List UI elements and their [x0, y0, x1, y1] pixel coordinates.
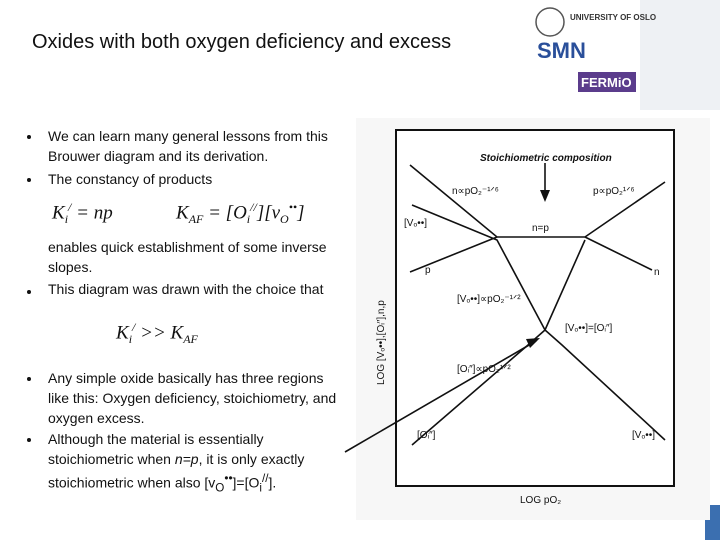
bullet [27, 377, 31, 381]
equation: Ki/ >> KAF [116, 320, 198, 347]
bullet-text: Any simple oxide basically has three reg… [48, 370, 337, 426]
eq-part: K [176, 202, 189, 224]
oi-left-label: [Oᵢ″] [417, 430, 436, 441]
text-sub: O [215, 481, 225, 495]
corner-decor [640, 0, 720, 110]
top-label: Stoichiometric composition [480, 153, 612, 164]
eq-sub: AF [183, 332, 198, 347]
text-sup: •• [224, 472, 233, 485]
eq-part: K [116, 322, 129, 344]
bullet [27, 438, 31, 442]
logo-fermio: FERMiO [581, 75, 632, 90]
p-high-label: p∝pO₂¹ᐟ⁶ [593, 186, 635, 197]
oi-slope-label: [Oᵢ″]∝pO₂¹ᐟ² [457, 364, 511, 375]
n-line [584, 236, 653, 271]
eq-sup: / [132, 320, 136, 334]
logo-fermio-bg [578, 72, 636, 92]
logo-smn: SMN [537, 38, 586, 63]
eq-sub: i [128, 332, 133, 347]
bullet-text: Although the material is essentially sto… [48, 429, 348, 498]
pointer-arrowhead [526, 338, 540, 348]
eq-part: K [52, 202, 65, 224]
logo-uio: UNIVERSITY OF OSLO [570, 13, 656, 22]
bullet-text: We can learn many general lessons from t… [48, 128, 328, 164]
vo-eq-oi-label: [Vₒ••]=[Oᵢ″] [565, 323, 613, 334]
bullet [27, 178, 31, 182]
stoich-arrowhead [540, 190, 550, 202]
bullet [27, 290, 31, 294]
eq-sub: AF [188, 212, 204, 227]
text-sub: i [259, 481, 262, 495]
n-low-label: n∝pO₂⁻¹ᐟ⁶ [452, 186, 499, 197]
eq-sup: // [250, 200, 257, 214]
eq-part: >> K [135, 322, 184, 344]
oi-line [411, 239, 586, 446]
bullet [27, 135, 31, 139]
n-label: n [654, 267, 660, 278]
eq-part: ] [297, 202, 305, 224]
text-italic: n=p [174, 451, 199, 467]
eq-part: = np [71, 202, 113, 224]
vo-left-label: [Vₒ••] [404, 218, 427, 229]
p-line [409, 236, 498, 273]
p-label: p [425, 265, 431, 276]
eq-part: = [O [203, 202, 247, 224]
seal [535, 7, 565, 37]
bullet-text: The constancy of products [48, 171, 213, 187]
text-part: ]=[O [232, 474, 260, 491]
plot-frame [395, 129, 675, 487]
n-eq-p-label: n=p [532, 223, 549, 234]
bullet-text: This diagram was drawn with the choice t… [48, 281, 324, 297]
eq-sup: •• [288, 200, 298, 214]
eq-sub: i [64, 212, 69, 227]
n-p-line [409, 164, 666, 238]
eq-sub: O [280, 212, 289, 227]
x-axis-label: LOG pO₂ [520, 495, 561, 506]
equation: Ki/ = np [52, 200, 113, 227]
text-part: ]. [268, 474, 277, 491]
text-part: , it is only exactly stoichiometric when… [48, 451, 305, 491]
vo-right-label: [Vₒ••] [632, 430, 655, 441]
vo-slope-label: [Vₒ••]∝pO₂⁻¹ᐟ² [457, 294, 521, 305]
equation: KAF = [Oi//][vO••] [176, 200, 305, 227]
y-axis-label: LOG [Vₒ••],[Oᵢ″],n,p [376, 300, 387, 385]
eq-part: ][v [256, 202, 281, 224]
slide-title: Oxides with both oxygen deficiency and e… [32, 31, 452, 53]
text-sup: // [262, 472, 269, 485]
eq-sup: / [68, 200, 72, 214]
eq-sub: i [246, 212, 251, 227]
bullet-text: enables quick establishment of some inve… [48, 239, 327, 275]
pointer-arrow [344, 340, 537, 453]
text-part: Although the material is essentially sto… [48, 431, 264, 467]
